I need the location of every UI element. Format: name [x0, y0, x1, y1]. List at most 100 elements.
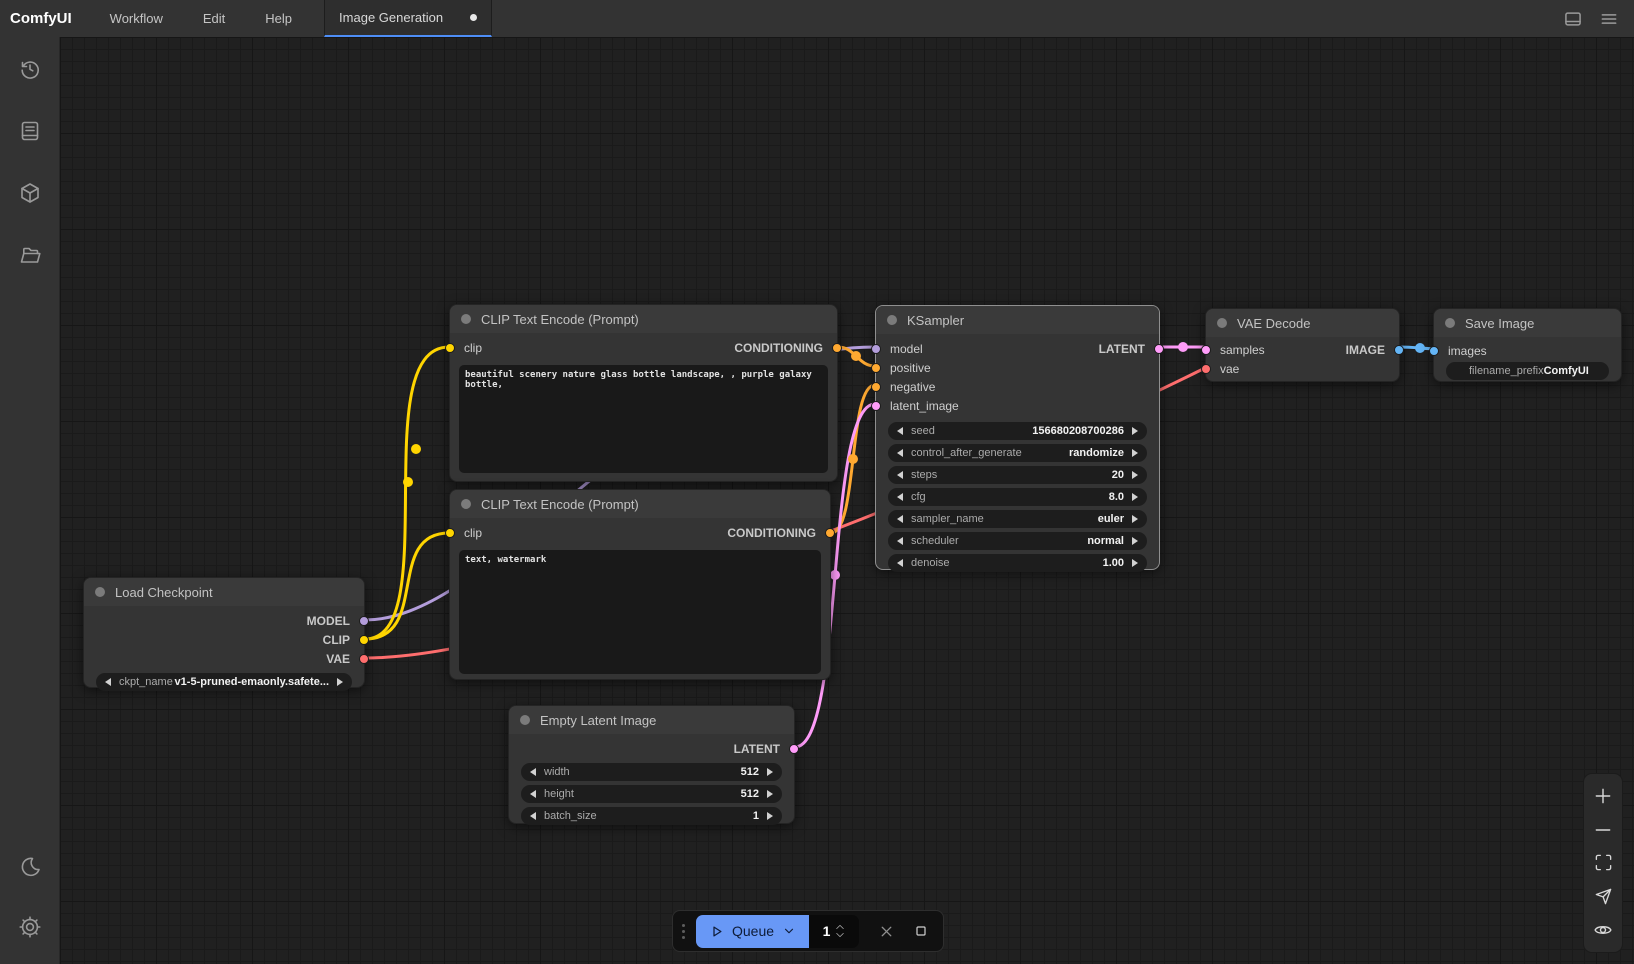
widget-steps[interactable]: steps 20: [888, 466, 1147, 484]
node-ksampler[interactable]: KSampler model LATENT positive negative …: [871, 305, 1164, 572]
widget-denoise[interactable]: denoise 1.00: [888, 554, 1147, 572]
increment-arrow-icon[interactable]: [1132, 471, 1138, 479]
app-logo: ComfyUI: [10, 10, 72, 27]
widget-cfg[interactable]: cfg 8.0: [888, 488, 1147, 506]
clear-queue-x-icon[interactable]: [876, 921, 896, 941]
widget-batch-size[interactable]: batch_size 1: [521, 807, 782, 825]
decrement-arrow-icon[interactable]: [530, 768, 536, 776]
collapse-dot-icon[interactable]: [1445, 318, 1455, 328]
node-clip-text-encode-negative[interactable]: CLIP Text Encode (Prompt) clip CONDITION…: [445, 489, 835, 680]
collapse-dot-icon[interactable]: [95, 587, 105, 597]
hamburger-menu-icon[interactable]: [1598, 8, 1620, 30]
decrement-arrow-icon[interactable]: [530, 790, 536, 798]
toggle-link-visibility-eye-icon[interactable]: [1592, 919, 1614, 941]
unsaved-changes-dot-icon: [470, 14, 478, 21]
widget-control-after-generate[interactable]: control_after_generate randomize: [888, 444, 1147, 462]
output-slot-image[interactable]: [1394, 344, 1404, 355]
prompt-textarea[interactable]: text, watermark: [459, 550, 821, 674]
select-mode-cursor-icon[interactable]: [1592, 885, 1614, 907]
decrement-arrow-icon[interactable]: [897, 559, 903, 567]
canvas-toolbar: [1583, 773, 1623, 953]
widget-height[interactable]: height 512: [521, 785, 782, 803]
menu-workflow[interactable]: Workflow: [109, 11, 163, 26]
top-menubar: ComfyUI Workflow Edit Help Image Generat…: [0, 0, 1634, 37]
increment-arrow-icon[interactable]: [1132, 427, 1138, 435]
output-slot-conditioning[interactable]: [825, 527, 835, 538]
output-slot-latent[interactable]: [789, 743, 799, 754]
increment-arrow-icon[interactable]: [1132, 537, 1138, 545]
increment-arrow-icon[interactable]: [337, 678, 343, 686]
widget-ckpt-name[interactable]: ckpt_name v1-5-pruned-emaonly.safete...: [96, 673, 352, 691]
chevron-down-icon[interactable]: [782, 924, 796, 938]
node-title: Save Image: [1465, 315, 1535, 331]
decrement-arrow-icon[interactable]: [897, 471, 903, 479]
node-graph-canvas[interactable]: [60, 37, 1634, 964]
zoom-in-icon[interactable]: [1592, 785, 1614, 807]
prompt-textarea[interactable]: beautiful scenery nature glass bottle la…: [459, 365, 828, 473]
input-slot-latent-image[interactable]: [871, 400, 881, 411]
menu-help[interactable]: Help: [265, 11, 293, 26]
zoom-out-icon[interactable]: [1592, 819, 1614, 841]
fit-view-icon[interactable]: [1592, 852, 1614, 874]
decrement-arrow-icon[interactable]: [897, 427, 903, 435]
input-slot-samples[interactable]: [1201, 344, 1211, 355]
widget-width[interactable]: width 512: [521, 763, 782, 781]
increment-arrow-icon[interactable]: [767, 790, 773, 798]
collapse-dot-icon[interactable]: [461, 499, 471, 509]
bottom-panel-toggle-icon[interactable]: [1562, 8, 1584, 30]
queue-button[interactable]: Queue: [696, 914, 810, 948]
increment-arrow-icon[interactable]: [1132, 515, 1138, 523]
input-slot-vae[interactable]: [1201, 363, 1211, 374]
decrement-arrow-icon[interactable]: [897, 493, 903, 501]
widget-seed[interactable]: seed 156680208700286: [888, 422, 1147, 440]
decrement-arrow-icon[interactable]: [897, 515, 903, 523]
collapse-dot-icon[interactable]: [520, 715, 530, 725]
increment-arrow-icon[interactable]: [1132, 559, 1138, 567]
increment-arrow-icon[interactable]: [1132, 493, 1138, 501]
workflows-folder-icon[interactable]: [17, 242, 43, 268]
stepper-down-icon[interactable]: [835, 932, 845, 938]
input-slot-clip[interactable]: [445, 527, 455, 538]
batch-count-stepper[interactable]: 1: [809, 914, 860, 948]
increment-arrow-icon[interactable]: [767, 812, 773, 820]
decrement-arrow-icon[interactable]: [105, 678, 111, 686]
collapse-dot-icon[interactable]: [887, 315, 897, 325]
decrement-arrow-icon[interactable]: [897, 537, 903, 545]
drag-handle-icon[interactable]: [682, 923, 685, 939]
increment-arrow-icon[interactable]: [1132, 449, 1138, 457]
node-clip-text-encode-positive[interactable]: CLIP Text Encode (Prompt) clip CONDITION…: [445, 304, 842, 482]
input-slot-negative[interactable]: [871, 381, 881, 392]
input-slot-positive[interactable]: [871, 362, 881, 373]
output-slot-vae[interactable]: [359, 653, 369, 664]
node-empty-latent-image[interactable]: Empty Latent Image LATENT width 512 heig…: [508, 705, 799, 825]
node-save-image[interactable]: Save Image images filename_prefix ComfyU…: [1429, 308, 1622, 382]
stepper-up-icon[interactable]: [835, 924, 845, 930]
input-slot-images[interactable]: [1429, 345, 1439, 356]
decrement-arrow-icon[interactable]: [530, 812, 536, 820]
node-load-checkpoint[interactable]: Load Checkpoint MODEL CLIP VAE ckpt_name…: [83, 577, 369, 691]
settings-gear-icon[interactable]: [17, 914, 43, 940]
node-title: CLIP Text Encode (Prompt): [481, 496, 639, 512]
stop-square-icon[interactable]: [911, 921, 931, 941]
node-library-icon[interactable]: [17, 118, 43, 144]
tab-image-generation[interactable]: Image Generation: [324, 0, 493, 37]
menu-edit[interactable]: Edit: [202, 11, 226, 26]
input-slot-model[interactable]: [871, 343, 881, 354]
output-slot-clip[interactable]: [359, 634, 369, 645]
workflow-history-icon[interactable]: [17, 56, 43, 82]
model-library-icon[interactable]: [17, 180, 43, 206]
node-vae-decode[interactable]: VAE Decode samples IMAGE vae: [1201, 308, 1404, 382]
input-slot-clip[interactable]: [445, 342, 455, 353]
output-slot-conditioning[interactable]: [832, 342, 842, 353]
widget-filename-prefix[interactable]: filename_prefix ComfyUI: [1446, 362, 1609, 380]
increment-arrow-icon[interactable]: [767, 768, 773, 776]
theme-toggle-moon-icon[interactable]: [17, 854, 43, 880]
decrement-arrow-icon[interactable]: [897, 449, 903, 457]
widget-sampler-name[interactable]: sampler_name euler: [888, 510, 1147, 528]
queue-bar: Queue 1: [672, 910, 945, 952]
widget-scheduler[interactable]: scheduler normal: [888, 532, 1147, 550]
collapse-dot-icon[interactable]: [461, 314, 471, 324]
output-slot-model[interactable]: [359, 615, 369, 626]
collapse-dot-icon[interactable]: [1217, 318, 1227, 328]
output-slot-latent[interactable]: [1154, 343, 1164, 354]
